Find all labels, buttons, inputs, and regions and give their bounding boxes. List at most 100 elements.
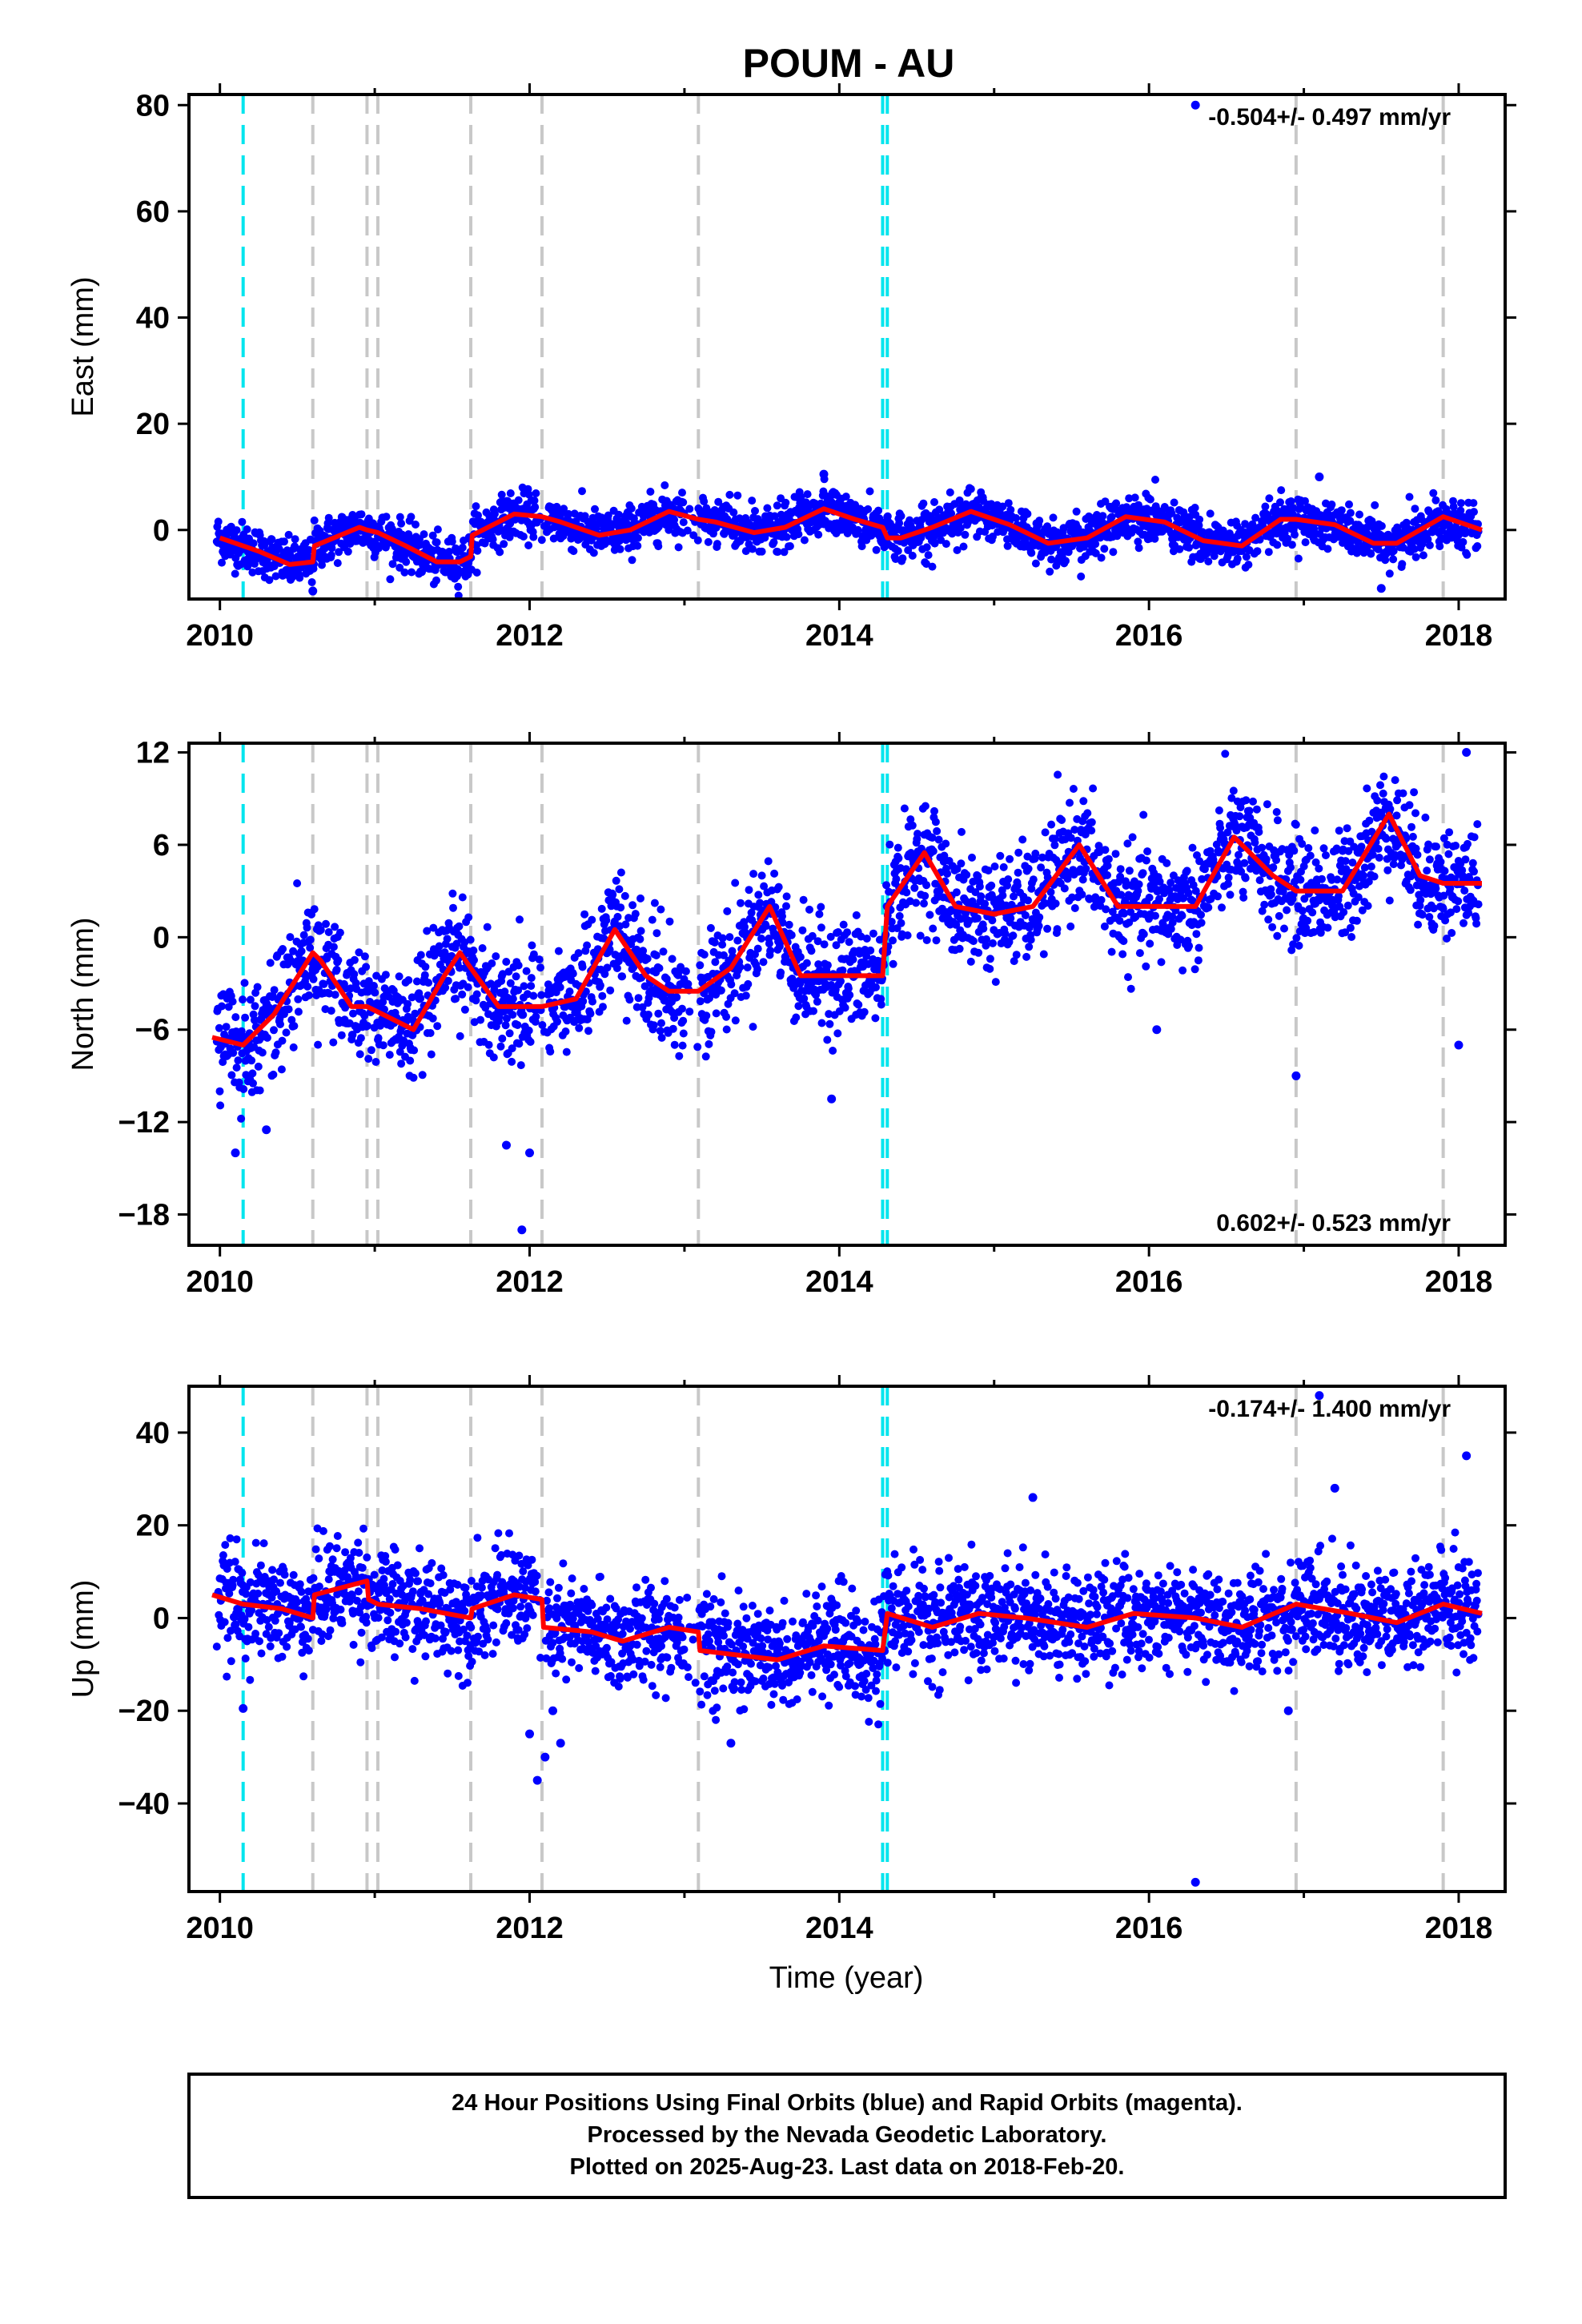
data-point	[1182, 866, 1191, 875]
data-point	[1006, 505, 1015, 514]
data-point	[1322, 851, 1330, 859]
data-point	[472, 502, 480, 511]
data-point	[1240, 858, 1249, 867]
data-point	[1034, 922, 1043, 931]
data-point	[444, 976, 452, 985]
data-point	[356, 1034, 365, 1043]
data-point	[1120, 909, 1129, 918]
data-point	[514, 496, 523, 505]
data-point	[974, 948, 983, 957]
data-point	[922, 543, 931, 552]
data-point	[289, 947, 298, 955]
plot-frame	[187, 93, 1507, 601]
data-point	[1470, 508, 1478, 517]
data-point	[1337, 506, 1346, 515]
data-point	[981, 899, 990, 908]
data-point	[616, 903, 625, 912]
data-point	[588, 915, 596, 924]
data-point	[602, 916, 611, 925]
data-point	[1003, 541, 1012, 550]
data-point	[894, 854, 903, 862]
outlier-point	[1376, 584, 1386, 593]
data-point	[1185, 942, 1194, 951]
data-point	[1469, 499, 1478, 508]
data-point	[1407, 822, 1415, 831]
data-point	[371, 1058, 380, 1066]
data-point	[1079, 797, 1088, 806]
data-point	[1191, 887, 1200, 895]
data-point	[512, 972, 520, 981]
data-point	[299, 931, 308, 939]
data-point	[496, 548, 504, 557]
data-point	[1419, 551, 1427, 560]
data-point	[633, 533, 642, 542]
data-point	[1315, 864, 1323, 873]
data-point	[778, 919, 787, 927]
data-point	[837, 977, 845, 986]
data-point	[989, 939, 997, 947]
data-point	[227, 1071, 236, 1080]
data-point	[898, 554, 907, 563]
data-point	[718, 940, 727, 949]
data-point	[615, 885, 624, 894]
data-point	[845, 938, 853, 947]
data-point	[612, 964, 621, 972]
data-point	[1358, 906, 1367, 915]
data-point	[600, 970, 609, 979]
data-point	[364, 977, 373, 986]
data-point	[276, 1020, 284, 1028]
data-point	[355, 948, 363, 957]
data-point	[910, 883, 919, 892]
data-point	[922, 881, 931, 890]
data-point	[805, 905, 813, 914]
data-point	[843, 928, 852, 937]
data-point	[306, 935, 315, 944]
data-point	[382, 513, 391, 521]
data-point	[704, 537, 713, 546]
data-point	[869, 929, 877, 938]
data-point	[554, 947, 563, 955]
data-point	[1399, 789, 1407, 798]
data-point	[575, 1023, 584, 1032]
data-point	[1026, 935, 1035, 944]
data-point	[679, 1029, 688, 1038]
data-point	[1260, 900, 1269, 909]
data-point	[1031, 849, 1040, 858]
y-axis-title: East (mm)	[66, 276, 100, 416]
data-point	[1343, 901, 1352, 910]
data-point	[753, 944, 762, 953]
data-point	[612, 876, 620, 885]
data-point	[966, 485, 975, 493]
data-point	[380, 1005, 388, 1014]
data-point	[710, 938, 719, 947]
data-point	[1276, 498, 1284, 507]
data-point	[222, 1023, 231, 1031]
data-point	[569, 547, 578, 556]
data-point	[1126, 907, 1135, 916]
data-point	[560, 505, 568, 513]
data-point	[535, 955, 544, 964]
data-point	[360, 1011, 369, 1020]
data-point	[238, 517, 247, 526]
data-point	[492, 952, 500, 961]
data-point	[670, 516, 679, 524]
data-point	[215, 1023, 223, 1032]
data-point	[498, 1034, 507, 1043]
data-point	[924, 551, 933, 560]
data-point	[652, 951, 661, 959]
data-point	[781, 498, 790, 507]
data-point	[294, 995, 303, 1003]
data-point	[1425, 855, 1434, 864]
data-point	[1277, 486, 1286, 495]
data-point	[304, 991, 313, 999]
data-point	[1239, 887, 1247, 896]
data-point	[1194, 956, 1203, 965]
data-point	[600, 934, 608, 943]
data-point	[1346, 509, 1355, 517]
data-point	[701, 1052, 710, 1061]
data-point	[1348, 858, 1357, 867]
data-point	[241, 1013, 250, 1022]
data-point	[232, 526, 241, 535]
data-point	[443, 935, 452, 943]
